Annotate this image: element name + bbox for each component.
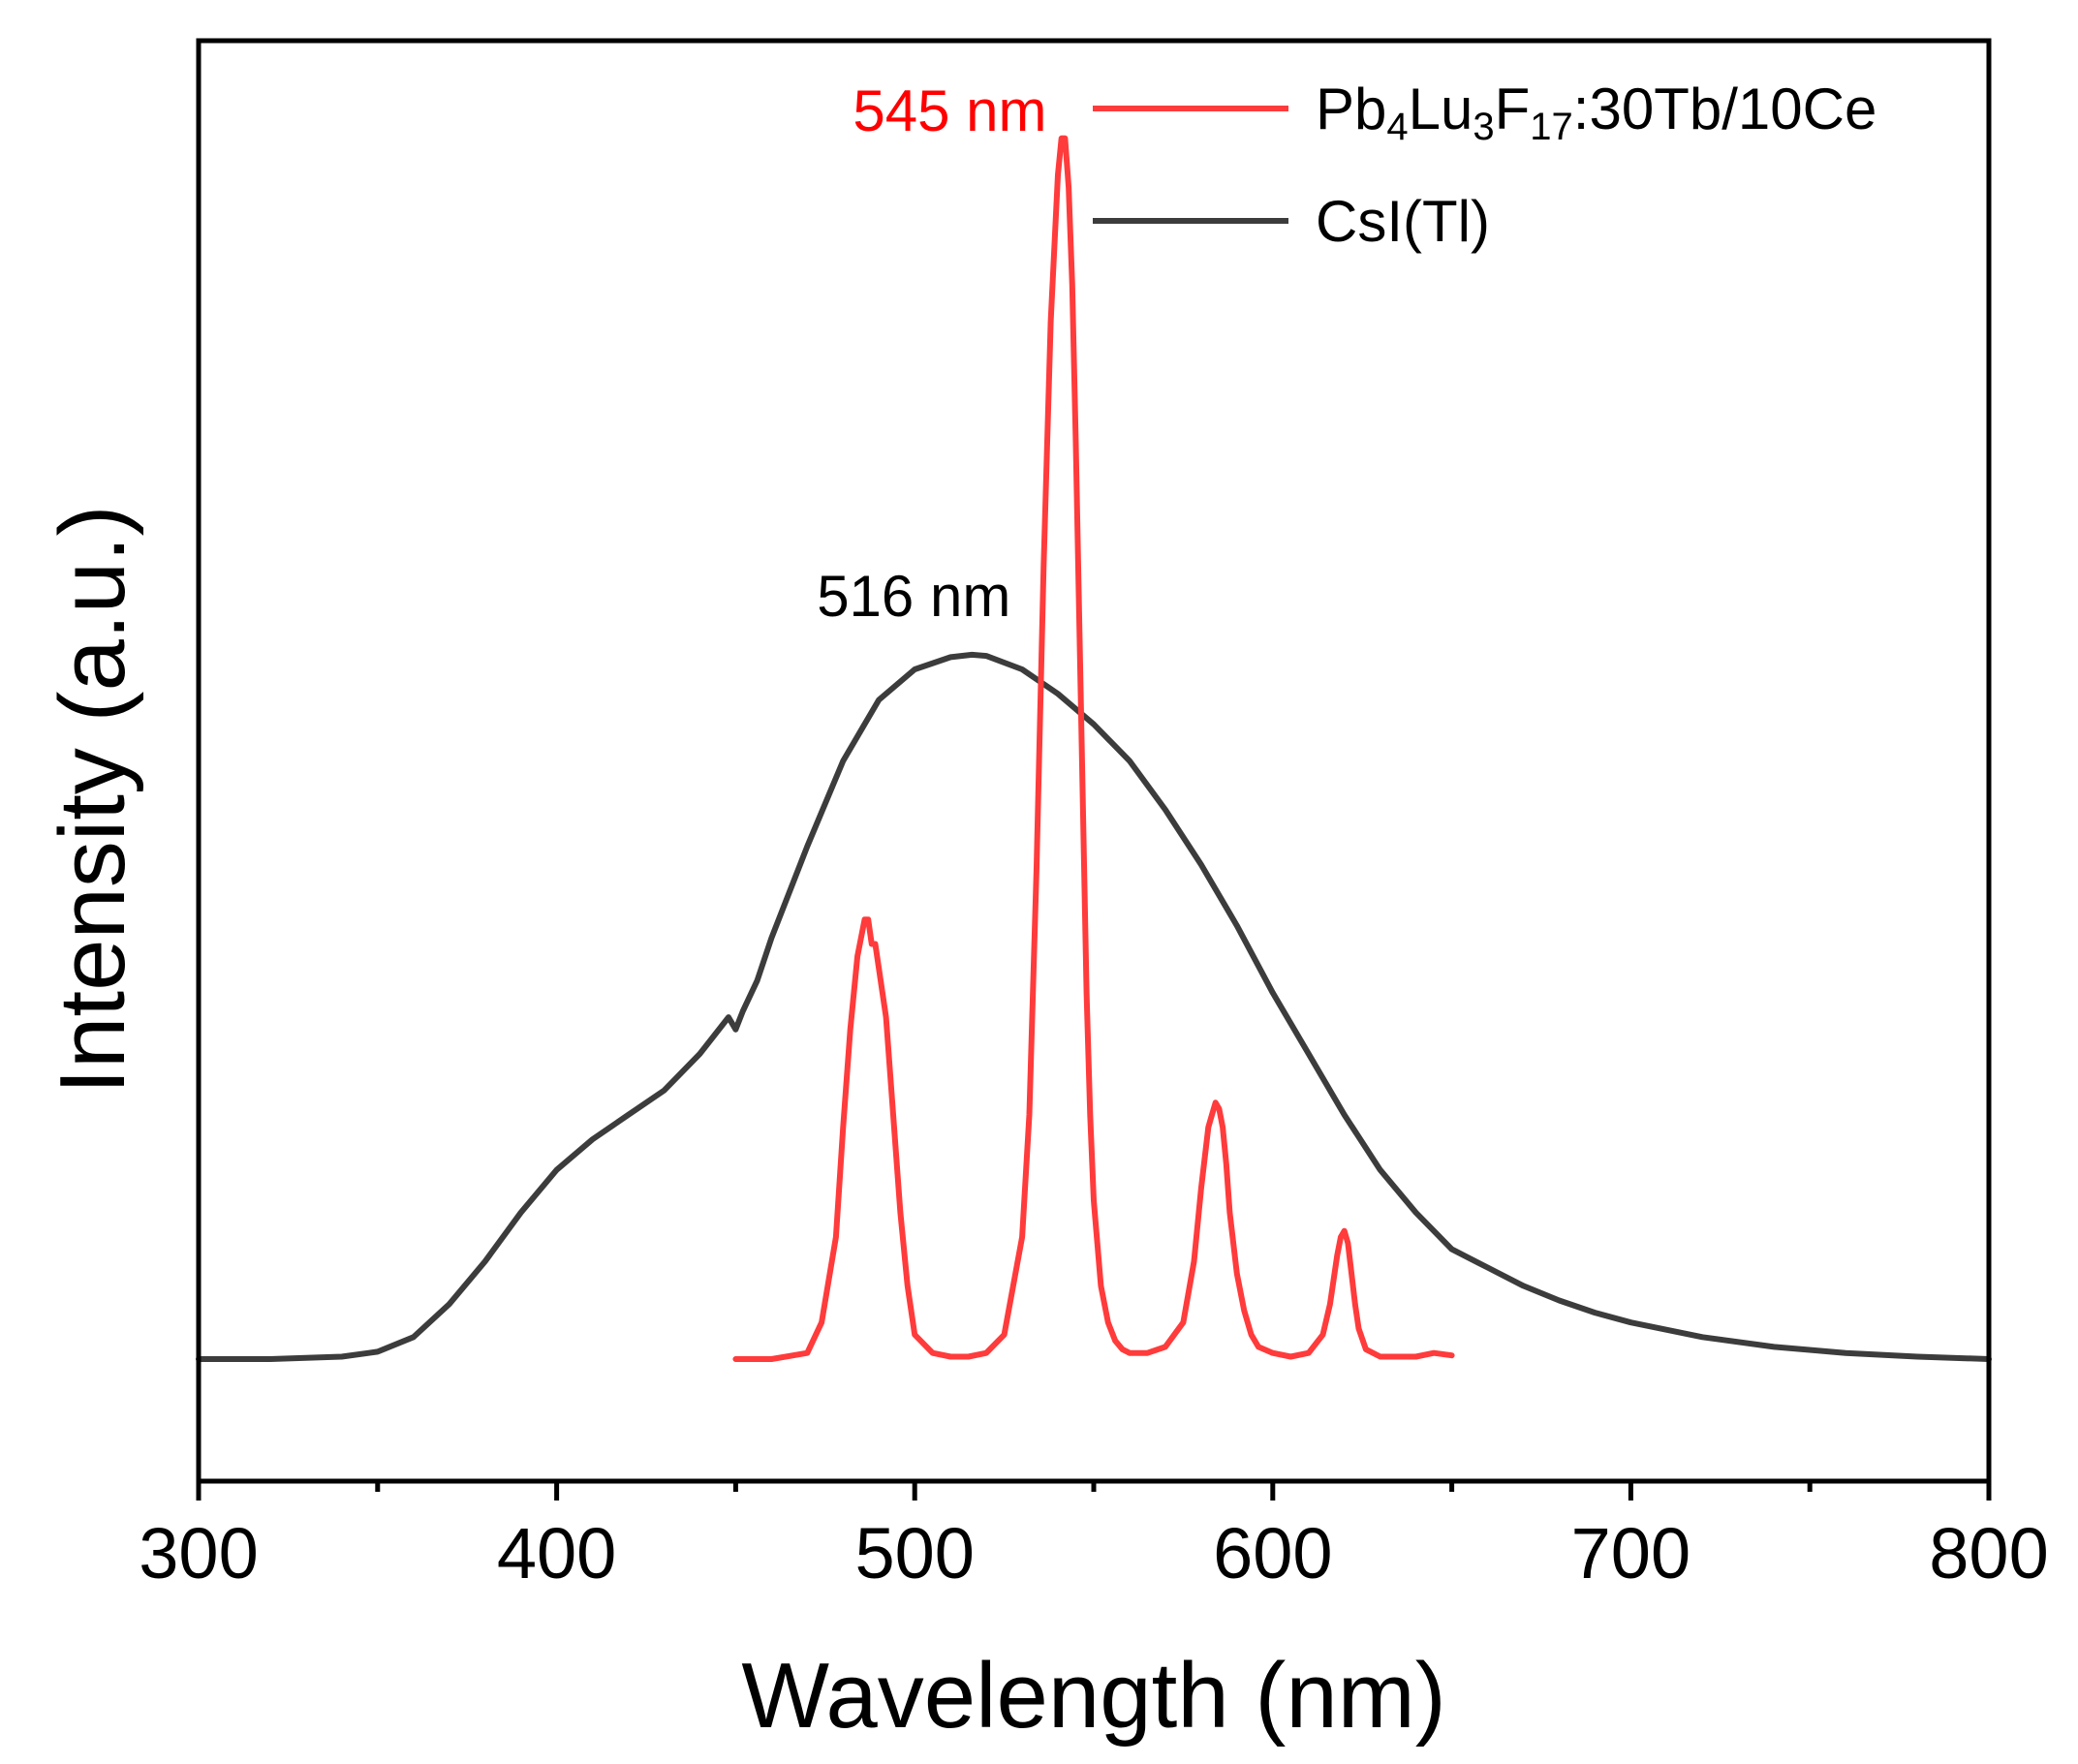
x-axis-tick-labels: 300 400 500 600 700 800	[139, 1513, 2048, 1594]
x-axis-title: Wavelength (nm)	[741, 1644, 1445, 1748]
legend-subscript: 17	[1530, 106, 1573, 148]
x-tick-label: 700	[1571, 1513, 1690, 1594]
legend: Pb4Lu3F17:30Tb/10Ce CsI(Tl)	[1093, 77, 1876, 254]
peak-annotation: 516 nm	[817, 564, 1010, 629]
legend-subscript: 4	[1386, 106, 1408, 148]
plot-frame	[196, 38, 1992, 1484]
x-axis-ticks	[196, 1481, 1992, 1501]
legend-label-csitl: CsI(Tl)	[1316, 189, 1490, 254]
y-axis-title: Intensity (a.u.)	[41, 505, 144, 1094]
plot-lines	[196, 135, 1992, 1362]
legend-text-part: Lu	[1409, 77, 1473, 141]
x-tick-label: 600	[1213, 1513, 1332, 1594]
legend-text-part: F	[1495, 77, 1531, 141]
x-tick-label: 400	[497, 1513, 616, 1594]
legend-subscript: 3	[1473, 106, 1494, 148]
legend-label-pb4lu3f17: Pb4Lu3F17:30Tb/10Ce	[1316, 77, 1876, 148]
peak-annotation: 545 nm	[853, 78, 1046, 143]
series-line-csitl	[196, 651, 1992, 1362]
legend-text-part: :30Tb/10Ce	[1573, 77, 1877, 141]
x-tick-label: 500	[854, 1513, 974, 1594]
peak-annotations: 545 nm 516 nm	[817, 78, 1046, 629]
series-line-pb4lu3f17	[732, 135, 1455, 1362]
x-tick-label: 800	[1929, 1513, 2048, 1594]
x-tick-label: 300	[139, 1513, 258, 1594]
legend-text-part: Pb	[1316, 77, 1386, 141]
